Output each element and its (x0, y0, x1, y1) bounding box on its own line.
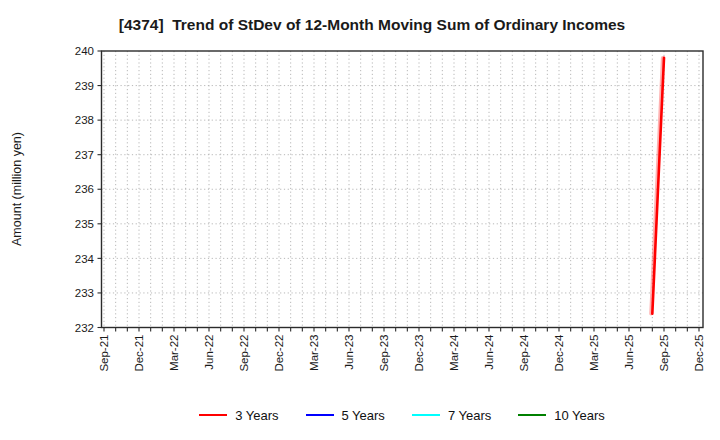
y-tick-label: 237 (75, 149, 94, 161)
legend-label-5-years: 5 Years (342, 408, 385, 423)
x-tick-label: Jun-25 (623, 335, 635, 370)
x-tick-label: Sep-24 (518, 334, 530, 372)
x-tick-label: Sep-22 (238, 335, 250, 372)
legend-swatch-7-years (412, 414, 440, 416)
x-tick-label: Jun-24 (483, 334, 495, 370)
legend-swatch-5-years (306, 414, 334, 416)
x-tick-label: Dec-22 (273, 335, 285, 372)
x-tick-label: Sep-21 (98, 335, 110, 372)
figure: [4374] Trend of StDev of 12-Month Moving… (0, 0, 720, 440)
x-tick-label: Dec-21 (133, 335, 145, 372)
legend-label-10-years: 10 Years (554, 408, 605, 423)
x-tick-label: Sep-23 (378, 335, 390, 372)
x-tick-label: Mar-22 (168, 335, 180, 371)
legend-item-10-years: 10 Years (518, 408, 605, 423)
legend-swatch-10-years (518, 414, 546, 416)
series-line-3-years (652, 58, 664, 314)
y-tick-label: 235 (75, 218, 94, 230)
y-tick-label: 238 (75, 114, 94, 126)
legend-item-7-years: 7 Years (412, 408, 491, 423)
legend-label-7-years: 7 Years (448, 408, 491, 423)
x-tick-label: Dec-25 (693, 335, 705, 372)
legend-item-5-years: 5 Years (306, 408, 385, 423)
x-tick-label: Jun-23 (343, 335, 355, 370)
x-tick-label: Mar-25 (588, 335, 600, 371)
x-tick-label: Dec-24 (553, 334, 565, 372)
y-tick-label: 232 (75, 322, 94, 334)
legend-swatch-3-years (199, 414, 227, 416)
y-tick-label: 239 (75, 80, 94, 92)
y-tick-label: 234 (75, 253, 95, 265)
x-tick-label: Jun-22 (203, 335, 215, 370)
plot-area: 232 233 234 235 236 237 238 239 240 Sep-21 Dec-21 M… (0, 0, 720, 440)
x-tick-label: Mar-24 (448, 334, 460, 371)
x-tick-label: Sep-25 (658, 335, 670, 372)
y-tick-label: 233 (75, 287, 94, 299)
y-tick-label: 236 (75, 183, 94, 195)
x-tick-label: Mar-23 (308, 335, 320, 371)
x-tick-label: Dec-23 (413, 335, 425, 372)
legend-label-3-years: 3 Years (235, 408, 278, 423)
legend: 3 Years 5 Years 7 Years 10 Years (101, 403, 703, 427)
y-tick-label: 240 (75, 45, 94, 57)
legend-item-3-years: 3 Years (199, 408, 278, 423)
